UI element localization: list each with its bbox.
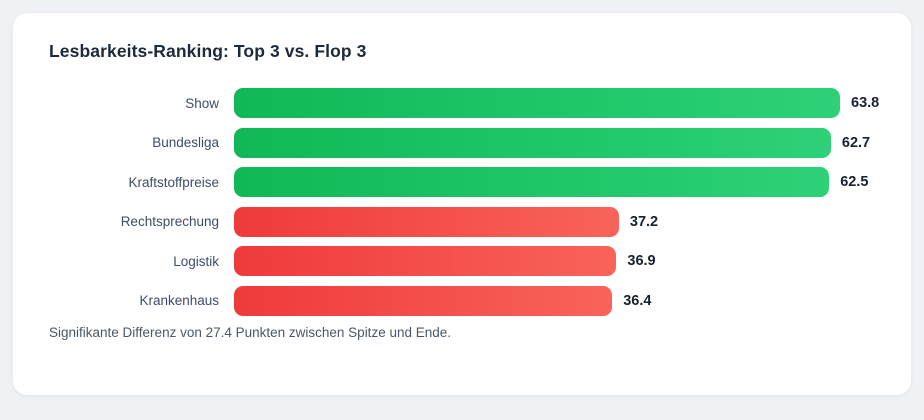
chart-row: Krankenhaus 36.4 bbox=[37, 285, 887, 316]
chart-title: Lesbarkeits-Ranking: Top 3 vs. Flop 3 bbox=[49, 41, 367, 61]
category-label: Bundesliga bbox=[152, 135, 219, 150]
category-label: Logistik bbox=[173, 253, 219, 269]
bar-chart: Show 63.8 Bundesliga 62.7 Kraftstoffpreise 62… bbox=[37, 88, 887, 316]
chart-annotation: Signifikante Differenz von 27.4 Punkten … bbox=[49, 325, 452, 340]
value-label: 62.7 bbox=[841, 134, 871, 151]
value-label: 36.9 bbox=[627, 253, 656, 269]
value-label: 63.8 bbox=[851, 95, 880, 111]
bar-flop bbox=[234, 246, 617, 276]
bar-flop bbox=[234, 206, 619, 237]
bar-top bbox=[234, 127, 831, 158]
value-label: 36.4 bbox=[623, 292, 652, 309]
value-label: 62.5 bbox=[840, 174, 869, 190]
bar-top bbox=[234, 88, 840, 118]
category-label: Krankenhaus bbox=[139, 293, 219, 308]
category-label: Rechtsprechung bbox=[120, 214, 219, 229]
bar-area: 62.5 bbox=[234, 167, 887, 197]
bar-flop bbox=[234, 285, 613, 316]
category-label: Kraftstoffpreise bbox=[128, 174, 219, 190]
chart-row: Kraftstoffpreise 62.5 bbox=[37, 167, 887, 197]
bar-area: 36.4 bbox=[234, 285, 887, 316]
chart-row: Rechtsprechung 37.2 bbox=[37, 206, 887, 237]
chart-row: Bundesliga 62.7 bbox=[37, 127, 887, 158]
bar-top bbox=[234, 167, 830, 197]
bar-area: 63.8 bbox=[234, 88, 887, 118]
chart-row: Logistik 36.9 bbox=[37, 246, 887, 276]
value-label: 37.2 bbox=[629, 213, 659, 230]
bar-area: 36.9 bbox=[234, 246, 887, 276]
chart-row: Show 63.8 bbox=[37, 88, 887, 118]
category-label: Show bbox=[185, 95, 219, 111]
bar-area: 62.7 bbox=[234, 127, 887, 158]
bar-area: 37.2 bbox=[234, 206, 887, 237]
chart-card: Lesbarkeits-Ranking: Top 3 vs. Flop 3 Sh… bbox=[13, 13, 911, 395]
